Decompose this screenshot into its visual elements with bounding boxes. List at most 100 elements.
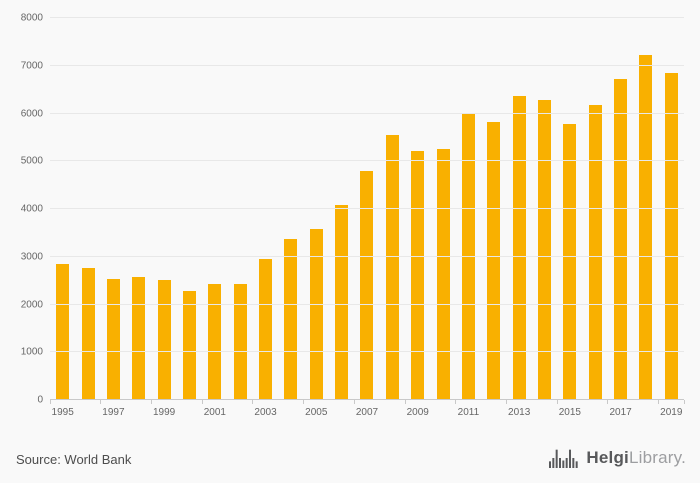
- bar-group-2001: 2001: [202, 18, 227, 418]
- bar-2005: [309, 228, 323, 400]
- gridline: [50, 160, 684, 162]
- bar-group-2000: [177, 18, 202, 400]
- bar-2010: [436, 149, 450, 400]
- x-tick-label: 2005: [305, 407, 328, 418]
- bar-1996: [81, 268, 95, 400]
- brand-text-library: Library.: [628, 448, 686, 467]
- bars: 1995 1997 1999 2001 2003 2005 2007 2009 2011 2013…: [50, 18, 684, 418]
- y-tick-label: 8000: [20, 12, 43, 24]
- x-axis-line: [50, 399, 684, 400]
- x-tick-label: 2011: [457, 407, 480, 418]
- y-tick-label: 2000: [20, 299, 43, 310]
- x-tick-label: 2001: [203, 407, 226, 418]
- bar-group-2008: [380, 18, 405, 400]
- x-axis-tick: [100, 400, 102, 404]
- x-axis-tick: [658, 400, 660, 404]
- y-tick-label: 6000: [20, 108, 43, 119]
- helgilibrary-logo: HelgiLibrary.: [549, 446, 686, 470]
- bar-1997: [106, 279, 120, 400]
- bar-2000: [182, 290, 196, 400]
- y-tick-label: 5000: [20, 155, 43, 167]
- bar-2001: [208, 283, 222, 400]
- source-note: Source: World Bank: [16, 452, 132, 467]
- y-tick-label: 1000: [20, 346, 43, 358]
- bar-2011: [461, 113, 475, 400]
- x-tick-label: 1995: [51, 407, 74, 418]
- gridline: [50, 351, 684, 353]
- bar-group-2005: 2005: [304, 18, 329, 418]
- bar-2018: [639, 54, 653, 400]
- bar-group-2016: [583, 18, 608, 400]
- bar-2002: [233, 283, 247, 400]
- x-tick-label: 2019: [660, 407, 683, 418]
- bar-group-2009: 2009: [405, 18, 430, 418]
- bar-2015: [563, 124, 577, 400]
- bar-2019: [664, 73, 678, 400]
- x-axis-tick: [505, 400, 507, 404]
- bar-group-2015: 2015: [557, 18, 582, 418]
- x-axis-tick: [353, 400, 355, 404]
- bar-2016: [588, 105, 602, 400]
- bar-group-2018: [633, 18, 658, 400]
- x-tick-label: 2009: [406, 407, 429, 418]
- bar-group-2010: [430, 18, 455, 400]
- x-axis-tick: [303, 400, 305, 404]
- bar-group-1999: 1999: [151, 18, 176, 418]
- bar-2014: [538, 99, 551, 400]
- gridline: [50, 17, 684, 18]
- x-axis-tick: [607, 400, 609, 404]
- bar-1995: [56, 264, 70, 400]
- x-axis-tick: [49, 400, 51, 404]
- x-tick-label: 2013: [508, 407, 531, 418]
- bar-2012: [487, 121, 501, 400]
- x-tick-label: 1997: [102, 407, 125, 418]
- bar-group-2004: [278, 18, 303, 400]
- bar-group-2019: 2019: [659, 18, 684, 418]
- bar-2007: [360, 171, 374, 400]
- y-tick-label: 7000: [20, 60, 43, 72]
- y-tick-label: 0: [37, 394, 43, 406]
- x-axis-tick: [556, 400, 558, 404]
- x-axis-tick: [150, 400, 152, 404]
- bar-group-1996: [75, 18, 100, 400]
- bar-group-2011: 2011: [456, 18, 481, 418]
- brand-text: HelgiLibrary.: [586, 448, 686, 468]
- bar-2003: [259, 259, 273, 400]
- x-axis-tick: [404, 400, 406, 404]
- gridline: [50, 112, 684, 114]
- bridge-bars-icon: [549, 446, 579, 470]
- x-axis-tick: [252, 400, 254, 404]
- x-axis-tick: [455, 400, 457, 404]
- bar-group-2012: [481, 18, 506, 400]
- bar-2017: [614, 79, 628, 400]
- x-axis-tick: [201, 400, 203, 404]
- x-tick-label: 2007: [355, 407, 379, 418]
- brand-text-helgi: Helgi: [586, 448, 629, 467]
- x-tick-label: 2015: [558, 407, 581, 418]
- y-tick-label: 3000: [20, 251, 43, 263]
- bar-group-1997: 1997: [101, 18, 126, 418]
- bar-1999: [157, 279, 171, 400]
- bar-group-1995: 1995: [50, 18, 75, 418]
- x-tick-label: 1999: [152, 407, 176, 418]
- y-tick-label: 4000: [20, 203, 43, 215]
- gridline: [50, 208, 684, 209]
- gridline: [50, 64, 684, 66]
- bar-2013: [512, 96, 526, 400]
- bar-group-2002: [228, 18, 253, 400]
- bar-group-2003: 2003: [253, 18, 278, 418]
- bar-2008: [385, 134, 399, 400]
- bar-2009: [411, 151, 425, 400]
- x-axis-tick: [683, 400, 685, 404]
- bar-group-2006: [329, 18, 354, 400]
- bar-group-2014: [532, 18, 557, 400]
- bar-group-1998: [126, 18, 151, 400]
- gridline: [50, 303, 684, 305]
- bar-group-2007: 2007: [354, 18, 379, 418]
- bar-group-2017: 2017: [608, 18, 633, 418]
- plot-area: 1995 1997 1999 2001 2003 2005 2007 2009 2011 2013…: [21, 13, 685, 418]
- bar-1998: [132, 277, 146, 400]
- bar-2004: [284, 238, 298, 400]
- x-tick-label: 2003: [254, 407, 277, 418]
